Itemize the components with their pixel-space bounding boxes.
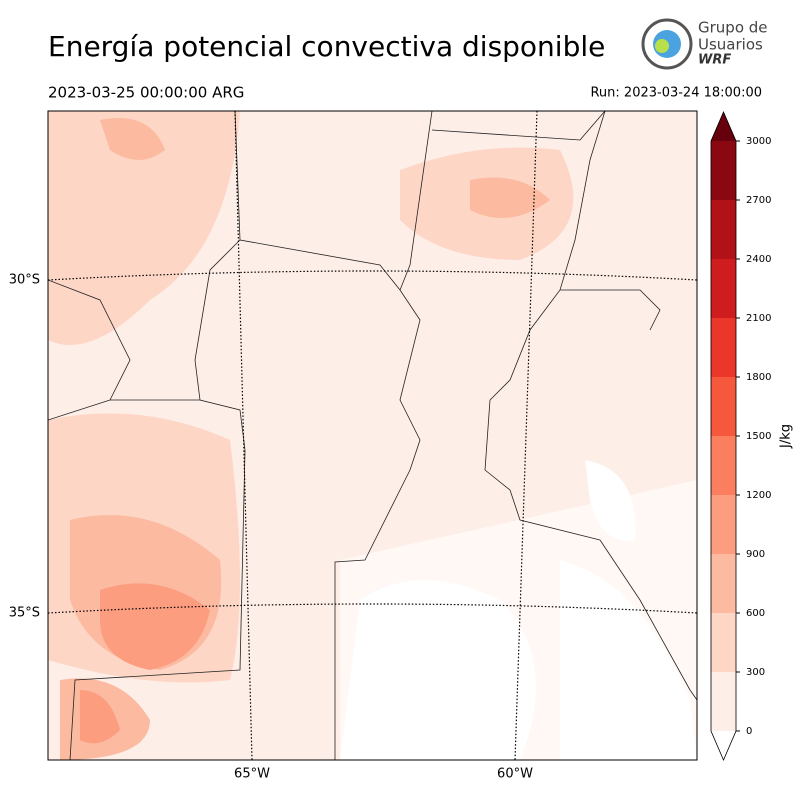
lon-label: 60°W xyxy=(497,767,533,782)
title: Energía potencial convectiva disponible xyxy=(48,30,605,63)
run-time: Run: 2023-03-24 18:00:00 xyxy=(590,86,762,101)
logo-text: Usuarios xyxy=(698,36,763,54)
colorbar-segment xyxy=(711,613,736,672)
colorbar-segment xyxy=(711,436,736,495)
map: 30°S 35°S 65°W 60°W xyxy=(9,110,698,782)
logo-globe-land xyxy=(655,39,669,53)
colorbar-tick-label: 1200 xyxy=(746,490,771,501)
colorbar-tick-label: 600 xyxy=(746,608,765,619)
low-region xyxy=(560,560,697,760)
cape-region xyxy=(470,177,550,218)
colorbar-segment xyxy=(711,141,736,200)
lat-label: 35°S xyxy=(9,606,40,621)
colorbar-tick-label: 2700 xyxy=(746,195,771,206)
cape-region xyxy=(100,583,210,670)
logo-text: WRF xyxy=(698,53,731,68)
cape-region xyxy=(100,118,165,160)
colorbar-label: J/kg xyxy=(779,424,794,449)
colorbar-tick-label: 900 xyxy=(746,549,765,560)
colorbar-tick-label: 2100 xyxy=(746,313,771,324)
colorbar-segment xyxy=(711,200,736,259)
lon-label: 65°W xyxy=(234,767,270,782)
colorbar-tick-label: 1500 xyxy=(746,431,771,442)
colorbar-segment xyxy=(711,495,736,554)
graticule xyxy=(48,111,697,760)
colorbar-segment xyxy=(711,672,736,731)
colorbar-over xyxy=(711,112,736,141)
low-region xyxy=(585,460,636,541)
map-frame xyxy=(47,110,698,761)
colorbar-tick-label: 2400 xyxy=(746,254,771,265)
colorbar-tick-label: 1800 xyxy=(746,372,771,383)
colorbar-segment xyxy=(711,377,736,436)
colorbar-segment xyxy=(711,318,736,377)
colorbar-tick-label: 3000 xyxy=(746,136,771,147)
logo: Grupo de Usuarios WRF xyxy=(641,18,768,70)
colorbar-segment xyxy=(711,259,736,318)
colorbar-tick-label: 0 xyxy=(746,726,752,737)
colorbar-segment xyxy=(711,554,736,613)
logo-text: Grupo de xyxy=(698,19,768,37)
borders xyxy=(48,111,697,760)
colorbar-under xyxy=(711,731,736,760)
low-region xyxy=(340,580,536,760)
cape-region xyxy=(48,111,240,345)
colorbar-tick-label: 300 xyxy=(746,667,765,678)
lat-label: 30°S xyxy=(9,273,40,288)
colorbar: J/kg 0 300 600 900 1200 1500 1800 2100 2400 2700 3… xyxy=(710,110,794,762)
cape-region xyxy=(80,690,120,744)
valid-time: 2023-03-25 00:00:00 ARG xyxy=(48,84,244,102)
